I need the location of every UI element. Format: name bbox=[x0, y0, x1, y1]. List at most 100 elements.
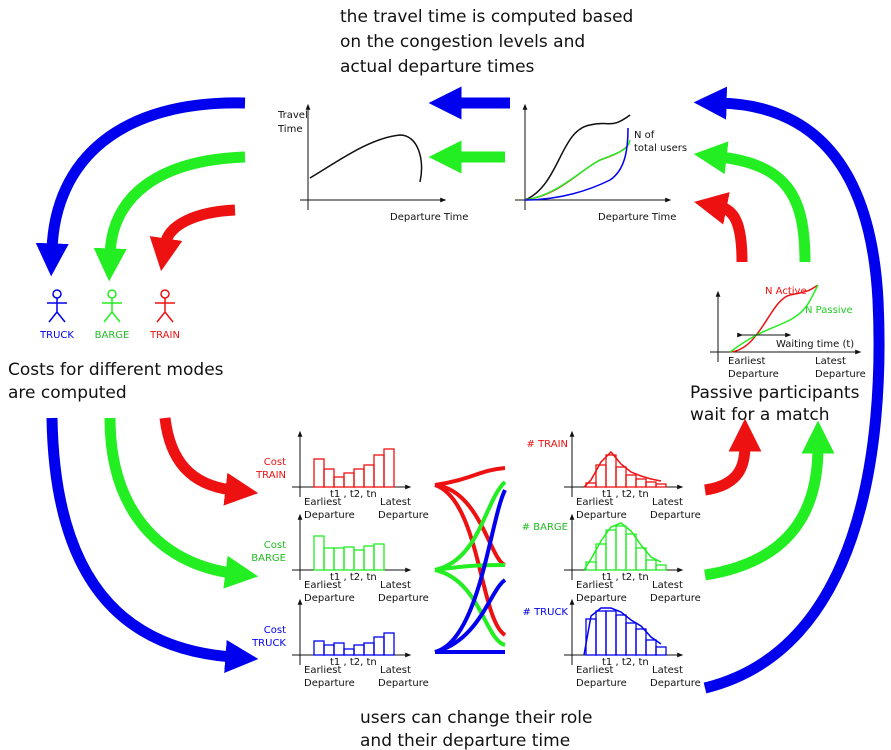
hist-label: BARGE bbox=[251, 553, 286, 564]
histogram-bar bbox=[625, 622, 637, 656]
histogram-bar bbox=[615, 525, 627, 571]
mode-label: TRUCK bbox=[39, 330, 74, 341]
histogram-bar bbox=[655, 646, 667, 656]
curve-label: total users bbox=[634, 143, 687, 154]
y-label: Travel bbox=[277, 110, 308, 121]
hist-label: # TRAIN bbox=[527, 439, 568, 450]
hist-label: # TRUCK bbox=[523, 607, 569, 618]
y-label: Time bbox=[277, 124, 302, 135]
x-end: Departure bbox=[378, 510, 429, 521]
caption-line: users can change their role bbox=[360, 708, 592, 728]
x-start: Earliest bbox=[304, 665, 341, 676]
histogram-bar bbox=[635, 547, 647, 571]
histogram-bar bbox=[323, 468, 335, 488]
caption-line: and their departure time bbox=[360, 731, 570, 750]
travel-time-graph: Travel Time Departure Time bbox=[277, 103, 468, 223]
x-end: Latest bbox=[652, 665, 683, 676]
histogram-bar bbox=[635, 478, 647, 488]
waiting-label: Waiting time (t) bbox=[776, 339, 854, 350]
mode-label: TRAIN bbox=[149, 330, 180, 341]
x-start: Departure bbox=[304, 678, 355, 689]
x-end: Departure bbox=[378, 593, 429, 604]
x-start: Departure bbox=[576, 678, 627, 689]
caption-line: actual departure times bbox=[340, 57, 535, 77]
tick-label: t1 , t2, tn bbox=[602, 657, 649, 668]
x-start: Earliest bbox=[304, 497, 341, 508]
passive-label: N Passive bbox=[805, 305, 853, 316]
active-label: N Active bbox=[765, 286, 807, 297]
hist-label: TRUCK bbox=[251, 638, 286, 649]
caption-line: are computed bbox=[8, 383, 127, 403]
x-end: Latest bbox=[380, 580, 411, 591]
x-end: Departure bbox=[650, 510, 701, 521]
x-end: Latest bbox=[652, 580, 683, 591]
hist-label: Cost bbox=[264, 457, 286, 468]
histogram-bar bbox=[353, 468, 365, 488]
x-start: Departure bbox=[304, 510, 355, 521]
x-end: Latest bbox=[815, 356, 846, 367]
caption-line: the travel time is computed based bbox=[340, 7, 633, 27]
tick-label: t1 , t2, tn bbox=[602, 489, 649, 500]
histogram-bar bbox=[373, 454, 385, 488]
histogram-bar bbox=[333, 476, 345, 488]
role-switch-arrows bbox=[434, 466, 507, 655]
histogram-bar bbox=[323, 644, 335, 656]
histogram-bar bbox=[655, 564, 667, 571]
histogram-bar bbox=[313, 535, 325, 571]
users-graph: N of total users Departure Time bbox=[515, 103, 687, 223]
histogram-curve bbox=[583, 607, 662, 656]
hist-label: Cost bbox=[264, 625, 286, 636]
x-label: Departure Time bbox=[390, 212, 468, 223]
mode-label: BARGE bbox=[95, 330, 130, 341]
histogram-curve bbox=[583, 522, 662, 571]
histogram-bar bbox=[373, 636, 385, 656]
x-end: Latest bbox=[652, 497, 683, 508]
caption-line: wait for a match bbox=[690, 405, 829, 425]
histogram-bar bbox=[605, 454, 617, 488]
x-start: Departure bbox=[576, 510, 627, 521]
histogram-bar bbox=[645, 559, 657, 571]
x-label: Departure Time bbox=[598, 212, 676, 223]
hist-label: Cost bbox=[264, 540, 286, 551]
matching-graph: N Active N Passive Waiting time (t) Earl… bbox=[710, 284, 866, 380]
x-start: Earliest bbox=[576, 580, 613, 591]
histogram-bar bbox=[615, 466, 627, 488]
histogram-bar bbox=[645, 481, 657, 488]
histogram-bar bbox=[625, 533, 637, 571]
x-start: Departure bbox=[728, 369, 779, 380]
histogram-bar bbox=[373, 543, 385, 571]
flow-arrows bbox=[35, 86, 885, 694]
x-start: Earliest bbox=[304, 580, 341, 591]
histogram-bar bbox=[645, 639, 657, 656]
histogram-bar bbox=[635, 628, 647, 656]
x-start: Departure bbox=[304, 593, 355, 604]
histogram-bar bbox=[343, 546, 355, 571]
x-start: Earliest bbox=[576, 497, 613, 508]
x-start: Departure bbox=[576, 593, 627, 604]
hist-label: # BARGE bbox=[522, 522, 568, 533]
histogram-bar bbox=[313, 640, 325, 656]
histogram-bar bbox=[625, 474, 637, 488]
histogram-bar bbox=[343, 472, 355, 488]
curve-label: N of bbox=[634, 130, 655, 141]
x-start: Earliest bbox=[576, 665, 613, 676]
histogram-bar bbox=[383, 448, 395, 488]
x-end: Latest bbox=[380, 665, 411, 676]
histogram-bar bbox=[353, 644, 365, 656]
histogram-bar bbox=[353, 549, 365, 571]
histogram-bar bbox=[605, 610, 617, 656]
caption-line: Passive participants bbox=[690, 383, 860, 403]
histogram-bar bbox=[595, 610, 607, 656]
caption-line: Costs for different modes bbox=[8, 360, 224, 380]
histogram-bar bbox=[333, 547, 345, 571]
tick-label: t1 , t2, tn bbox=[330, 489, 377, 500]
histogram-bar bbox=[313, 458, 325, 488]
histogram-bar bbox=[363, 464, 375, 488]
histogram-bar bbox=[333, 642, 345, 656]
tick-label: t1 , t2, tn bbox=[602, 572, 649, 583]
histogram-bar bbox=[605, 529, 617, 571]
histogram-curve bbox=[583, 450, 662, 488]
x-start: Earliest bbox=[728, 356, 765, 367]
histogram-bar bbox=[363, 642, 375, 656]
